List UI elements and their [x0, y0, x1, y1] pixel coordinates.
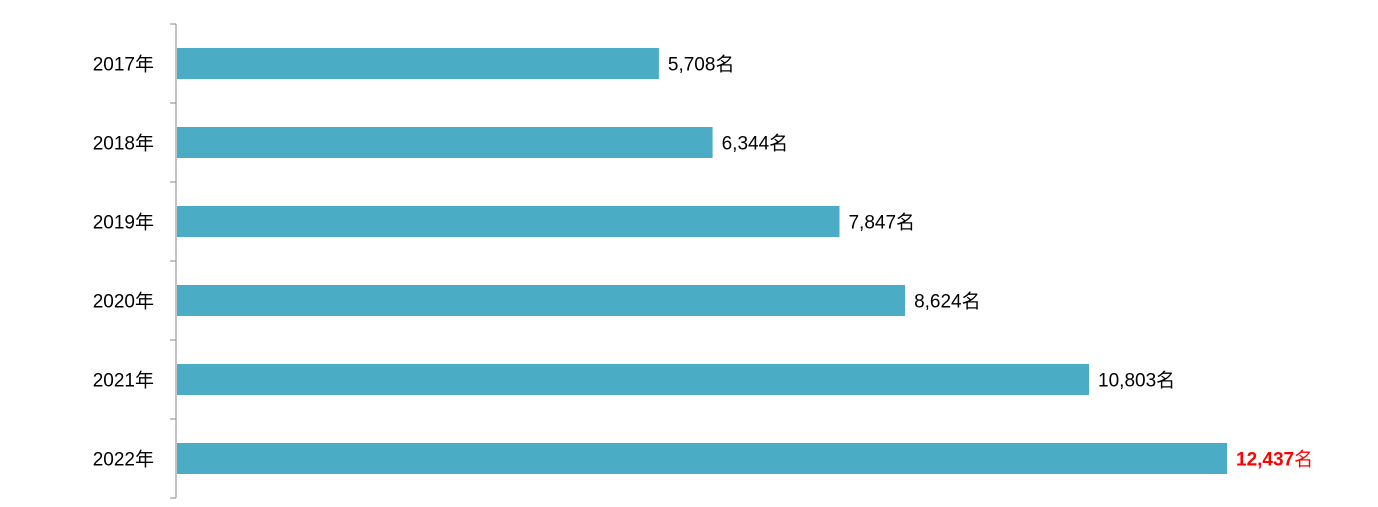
data-label-unit: 名: [1294, 449, 1313, 471]
category-label: 2022年: [93, 449, 154, 471]
category-label: 2017年: [93, 54, 154, 76]
data-label: 10,803名: [1098, 370, 1175, 392]
bar: [177, 443, 1227, 474]
data-label-value: 12,437: [1236, 450, 1294, 471]
data-label: 12,437名: [1236, 449, 1313, 471]
data-label-unit: 名: [769, 133, 788, 155]
data-label-value: 10,803: [1098, 371, 1156, 392]
bar: [177, 285, 906, 316]
data-label-unit: 名: [896, 212, 915, 234]
data-label-value: 7,847: [848, 213, 896, 234]
category-label: 2018年: [93, 133, 154, 155]
category-labels: 2017年 2018年 2019年 2020年 2021年 2022年: [93, 54, 154, 471]
data-label: 6,344名: [722, 133, 789, 155]
bar: [177, 206, 840, 237]
category-label: 2021年: [93, 370, 154, 392]
data-label-value: 6,344: [722, 134, 770, 155]
data-label-value: 8,624: [914, 292, 962, 313]
data-label: 7,847名: [848, 212, 915, 234]
data-label-value: 5,708: [668, 55, 716, 76]
bar: [177, 364, 1090, 395]
bar: [177, 127, 713, 158]
category-label: 2019年: [93, 212, 154, 234]
category-axis: [170, 23, 177, 499]
data-label-unit: 名: [962, 291, 981, 313]
category-label: 2020年: [93, 291, 154, 313]
data-label-unit: 名: [1156, 370, 1175, 392]
bar: [177, 48, 659, 79]
data-label-unit: 名: [715, 54, 734, 76]
data-label: 8,624名: [914, 291, 981, 313]
bar-series: [177, 48, 1227, 474]
data-label: 5,708名: [668, 54, 735, 76]
